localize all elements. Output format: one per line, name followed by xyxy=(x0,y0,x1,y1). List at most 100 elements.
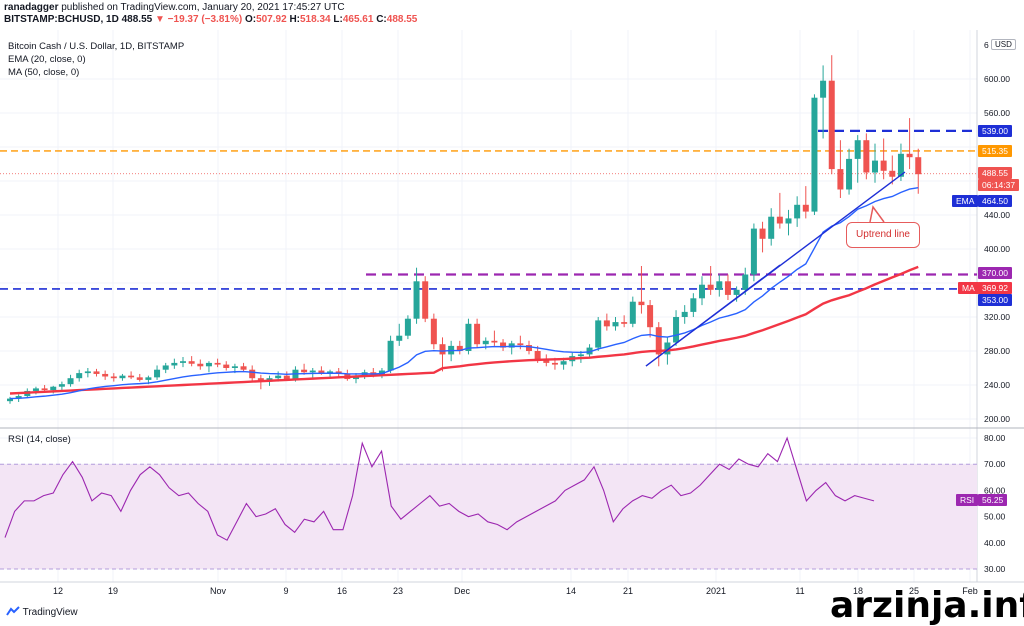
candle-body xyxy=(811,97,818,212)
low-value: 465.61 xyxy=(342,14,374,25)
candle-body xyxy=(500,342,507,348)
publisher-name[interactable]: ranadagger xyxy=(4,2,59,13)
candle-body xyxy=(517,343,524,346)
candle-body xyxy=(309,370,316,373)
price-tick-label: 320.00 xyxy=(984,312,1010,322)
legend-title: Bitcoin Cash / U.S. Dollar, 1D, BITSTAMP xyxy=(8,41,185,52)
candle-body xyxy=(551,362,558,365)
down-arrow-icon: ▼ xyxy=(154,14,165,25)
candle-body xyxy=(327,371,334,374)
legend-ema[interactable]: EMA (20, close, 0) xyxy=(8,54,86,65)
trend-lines xyxy=(645,171,906,367)
candle-body xyxy=(413,281,420,319)
rsi-overbought-oversold-band xyxy=(0,464,977,569)
rsi-ticks: 80.00 70.00 60.00 50.00 40.00 30.00 xyxy=(984,433,1006,574)
candle-body xyxy=(465,323,472,351)
rsi-tick-label: 70.00 xyxy=(984,459,1006,469)
candle-body xyxy=(846,158,853,190)
l-label: L: xyxy=(333,14,343,25)
rsi-tick-label: 40.00 xyxy=(984,538,1006,548)
level-370-tag: 370.00 xyxy=(978,267,1012,279)
candle-body xyxy=(223,364,230,368)
candle-body xyxy=(188,361,195,364)
price-tick-label: 240.00 xyxy=(984,380,1010,390)
price-change: −19.37 (−3.81%) xyxy=(167,14,243,25)
time-tick-label: 18 xyxy=(853,586,863,596)
candle-body xyxy=(742,274,749,290)
candle-body xyxy=(776,216,783,224)
candle-body xyxy=(430,318,437,345)
price-tick-label: 280.00 xyxy=(984,346,1010,356)
currency-button[interactable]: USD xyxy=(991,39,1016,50)
candle-body xyxy=(880,160,887,171)
candle-body xyxy=(76,373,83,379)
candle-body xyxy=(915,157,922,175)
candle-body xyxy=(664,342,671,355)
time-tick-label: 23 xyxy=(393,586,403,596)
candle-body xyxy=(318,370,325,374)
candle-body xyxy=(872,160,878,173)
candle-body xyxy=(58,384,65,387)
candle-body xyxy=(15,396,22,399)
close-value: 488.55 xyxy=(386,14,418,25)
candle-body xyxy=(906,153,913,158)
candle-body xyxy=(180,361,186,363)
rsi-series-line xyxy=(4,436,875,541)
candle-body xyxy=(474,323,481,345)
candle-body xyxy=(750,228,757,275)
rsi-tick-label: 60.00 xyxy=(984,485,1006,495)
candle-body xyxy=(707,284,714,290)
publish-header: ranadagger published on TradingView.com,… xyxy=(4,2,417,26)
price-tick-label: 200.00 xyxy=(984,414,1010,424)
candle-body xyxy=(491,340,498,343)
tradingview-logo[interactable]: TradingView xyxy=(6,605,78,618)
candle-body xyxy=(84,371,91,374)
ema-label-tag: EMA xyxy=(952,195,979,207)
countdown-tag: 06:14:37 xyxy=(978,179,1020,191)
moving-averages xyxy=(9,186,919,400)
candle-body xyxy=(621,322,628,324)
candle-body xyxy=(456,345,463,351)
candle-body xyxy=(214,362,221,365)
candle-body xyxy=(534,351,541,360)
candle-body xyxy=(41,388,48,391)
candle-body xyxy=(785,218,792,224)
candle-body xyxy=(733,289,740,295)
candle-body xyxy=(162,365,169,370)
candle-body xyxy=(439,344,446,355)
candle-body xyxy=(171,362,178,366)
ma-label-tag: MA xyxy=(958,282,979,294)
chart-legend: Bitcoin Cash / U.S. Dollar, 1D, BITSTAMP… xyxy=(8,40,184,79)
candle-body xyxy=(603,320,610,327)
ma-value-tag: 369.92 xyxy=(978,282,1012,294)
candle-body xyxy=(404,318,411,336)
candle-body xyxy=(205,362,212,367)
h-label: H: xyxy=(289,14,300,25)
published-text: published on TradingView.com, January 20… xyxy=(58,2,345,13)
ma-50-line xyxy=(9,265,919,395)
candle-body xyxy=(681,311,688,317)
candle-body xyxy=(102,373,109,377)
rsi-tick-label: 80.00 xyxy=(984,433,1006,443)
tradingview-icon xyxy=(6,606,20,616)
candle-body xyxy=(396,335,403,341)
candle-body xyxy=(93,371,100,374)
candle-body xyxy=(690,298,697,312)
candle-body xyxy=(655,327,662,355)
uptrend-callout-arrow xyxy=(869,205,885,223)
last-price: 488.55 xyxy=(121,14,153,25)
ema-20-line xyxy=(9,186,919,400)
candle-body xyxy=(422,281,429,319)
legend-ma[interactable]: MA (50, close, 0) xyxy=(8,67,80,78)
time-tick-label: 9 xyxy=(283,586,288,596)
price-tick-label: 600.00 xyxy=(984,74,1010,84)
candle-body xyxy=(794,204,801,219)
rsi-label-tag: RSI xyxy=(956,494,979,506)
rsi-legend[interactable]: RSI (14, close) xyxy=(8,434,71,445)
candle-body xyxy=(275,375,282,379)
rsi-line xyxy=(4,436,875,541)
candle-body xyxy=(32,388,39,391)
candle-body xyxy=(863,140,870,173)
candle-body xyxy=(508,343,515,348)
